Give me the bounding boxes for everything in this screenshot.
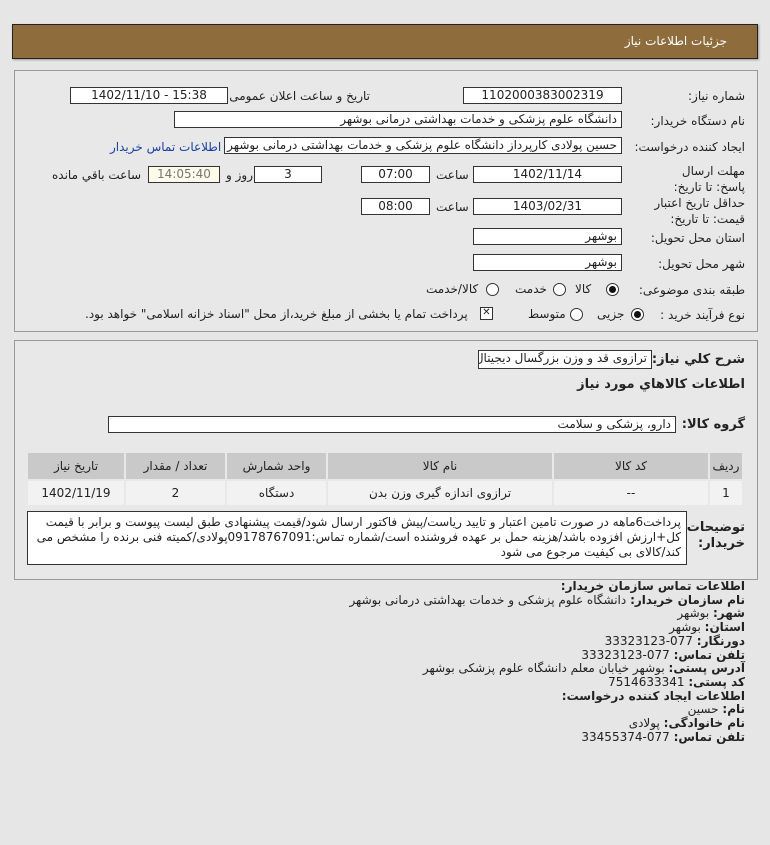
announce-field: 1402/11/10 - 15:38 (70, 87, 228, 104)
contact-heading: اطلاعات تماس سازمان خریدار: (560, 579, 745, 593)
province-field: بوشهر (473, 228, 622, 245)
process-radio-medium[interactable] (570, 308, 583, 321)
goods-heading: اطلاعات کالاهاي مورد نیاز (577, 377, 745, 392)
city-label: شهر محل تحویل: (658, 257, 745, 271)
cell-quantity: 2 (126, 481, 225, 505)
notes-label: توضیحات خریدار: (686, 520, 745, 551)
category-radio-service[interactable] (553, 283, 566, 296)
phone-label: تلفن تماس: (673, 647, 745, 662)
col-unit: واحد شمارش (227, 453, 326, 479)
treasury-checkbox[interactable]: ✕ (480, 307, 493, 320)
summary-label: شرح کلي نیاز: (651, 352, 745, 367)
category-option-goods-service: کالا/خدمت (426, 282, 479, 296)
buyer-contact-section: اطلاعات تماس سازمان خریدار: نام سازمان خ… (349, 579, 745, 744)
category-radio-goods[interactable] (606, 283, 619, 296)
goods-table: ردیف کد کالا نام کالا واحد شمارش تعداد /… (26, 451, 744, 507)
city-field: بوشهر (473, 254, 622, 271)
col-code: کد کالا (554, 453, 708, 479)
postal-label: کد پستی: (688, 674, 745, 689)
contact-province-label: استان: (704, 620, 745, 635)
process-label: نوع فرآیند خرید : (660, 308, 745, 322)
creator-heading: اطلاعات ایجاد کننده درخواست: (561, 688, 745, 703)
table-header-row: ردیف کد کالا نام کالا واحد شمارش تعداد /… (28, 453, 742, 479)
cell-code: -- (554, 481, 708, 505)
validity-time-label: ساعت (436, 200, 469, 214)
org-value: دانشگاه علوم پزشکی و خدمات بهداشتی درمان… (349, 592, 627, 607)
col-quantity: تعداد / مقدار (126, 453, 225, 479)
need-number-field: 1102000383002319 (463, 87, 622, 104)
org-label: نام سازمان خریدار: (630, 592, 745, 607)
deadline-date-field: 1402/11/14 (473, 166, 622, 183)
creator-phone-value: 077-33455374 (581, 729, 670, 744)
days-label: روز و (226, 168, 253, 182)
family-value: پولادی (628, 716, 660, 731)
page-title: جزئیات اطلاعات نیاز (624, 34, 727, 48)
notes-field: پرداخت6ماهه در صورت تامین اعتبار و تایید… (27, 511, 687, 565)
name-label: نام: (722, 702, 745, 717)
contact-city-value: بوشهر (677, 606, 710, 621)
category-option-service: خدمت (515, 282, 547, 296)
buyer-label: نام دستگاه خریدار: (650, 114, 746, 128)
category-radio-goods-service[interactable] (486, 283, 499, 296)
name-value: حسین (687, 702, 719, 717)
group-label: گروه کالا: (681, 417, 745, 432)
cell-date: 1402/11/19 (28, 481, 124, 505)
col-name: نام کالا (328, 453, 552, 479)
payment-note: پرداخت تمام یا بخشی از مبلغ خرید،از محل … (85, 307, 468, 321)
deadline-time-field: 07:00 (361, 166, 430, 183)
validity-date-field: 1403/02/31 (473, 198, 622, 215)
process-option-medium: متوسط (528, 307, 566, 321)
contact-province-value: بوشهر (669, 620, 701, 635)
table-row: 1 -- ترازوی اندازه گیری وزن بدن دستگاه 2… (28, 481, 742, 505)
need-number-label: شماره نیاز: (688, 89, 745, 103)
col-row-number: ردیف (710, 453, 742, 479)
family-label: نام خانوادگی: (663, 716, 745, 731)
creator-label: ایجاد کننده درخواست: (634, 140, 745, 154)
validity-time-field: 08:00 (361, 198, 430, 215)
summary-field: ترازوی قد و وزن بزرگسال دیجیتال (478, 350, 652, 369)
cell-row-number: 1 (710, 481, 742, 505)
process-radio-minor[interactable] (631, 308, 644, 321)
contact-city-label: شهر: (713, 606, 745, 621)
group-field: دارو، پزشکی و سلامت (108, 416, 676, 433)
address-label: آدرس پستی: (668, 661, 745, 676)
days-field: 3 (254, 166, 322, 183)
col-date: تاریخ نیاز (28, 453, 124, 479)
creator-phone-label: تلفن تماس: (673, 729, 745, 744)
fax-value: 077-33323123 (604, 633, 693, 648)
cell-unit: دستگاه (227, 481, 326, 505)
remaining-label: ساعت باقي مانده (52, 168, 142, 182)
buyer-field: دانشگاه علوم پزشکی و خدمات بهداشتی درمان… (174, 111, 622, 128)
deadline-label: مهلت ارسال پاسخ: تا تاریخ: (673, 164, 745, 194)
address-value: بوشهر خیابان معلم دانشگاه علوم پزشکی بوش… (422, 661, 665, 676)
fax-label: دورنگار: (696, 633, 745, 648)
province-label: استان محل تحویل: (650, 231, 745, 245)
phone-value: 077-33323123 (581, 647, 670, 662)
category-label: طبقه بندی موضوعی: (638, 283, 745, 297)
deadline-time-label: ساعت (436, 168, 469, 182)
validity-label: حداقل تاریخ اعتبار قیمت: تا تاریخ: (654, 196, 745, 226)
page-header: جزئیات اطلاعات نیاز (12, 24, 758, 59)
creator-field: حسین پولادی کارپرداز دانشگاه علوم پزشکی … (224, 137, 622, 154)
remaining-time-field: 14:05:40 (148, 166, 220, 183)
postal-value: 7514633341 (608, 674, 685, 689)
buyer-contact-link[interactable]: اطلاعات تماس خریدار (110, 140, 222, 154)
announce-label: تاریخ و ساعت اعلان عمومی: (225, 89, 370, 103)
category-option-goods: کالا (575, 282, 592, 296)
cell-name: ترازوی اندازه گیری وزن بدن (328, 481, 552, 505)
process-option-minor: جزیی (597, 307, 625, 321)
